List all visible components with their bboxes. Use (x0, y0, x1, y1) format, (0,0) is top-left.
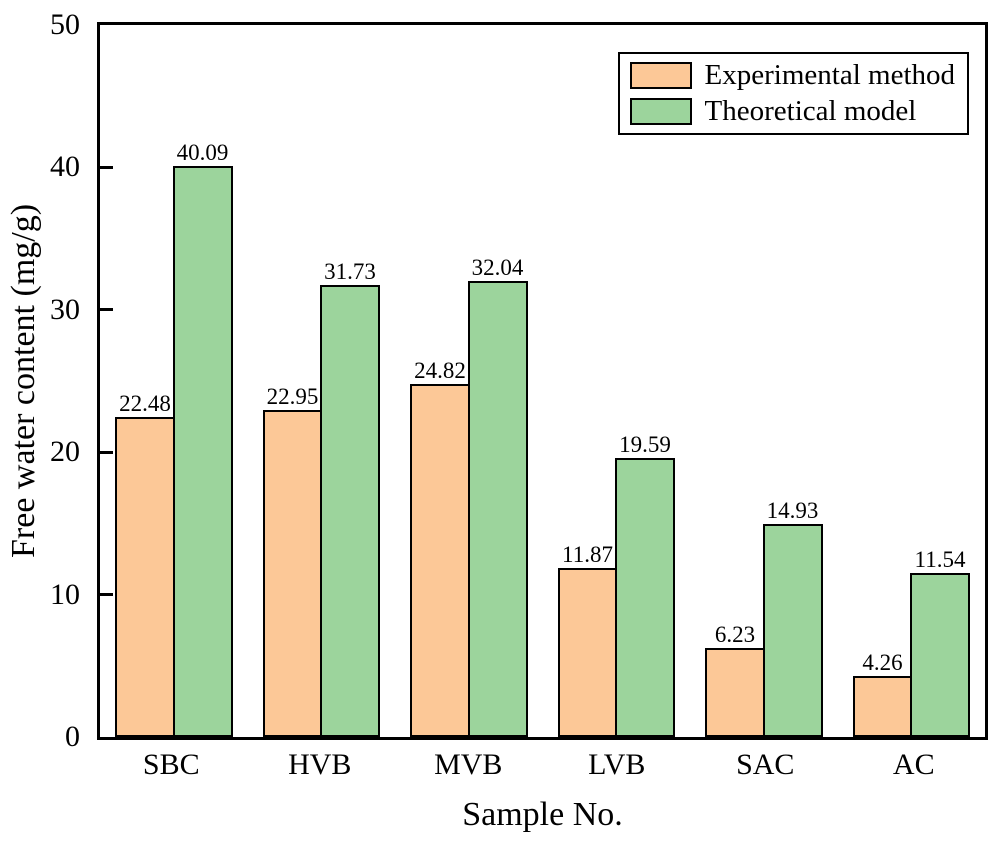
bar-value-label: 22.95 (266, 384, 319, 410)
x-category-labels: SBC HVB MVB LVB SAC AC (97, 748, 988, 781)
bar: 31.73 (320, 260, 380, 737)
x-category-label-sac: SAC (736, 748, 795, 781)
bar: 14.93 (762, 499, 823, 737)
bar-value-label: 24.82 (414, 357, 466, 383)
bar-value-label: 40.09 (176, 140, 229, 166)
plot-area: 22.48 40.09 22.95 31.73 24.82 32.04 11.87 19.59… (97, 22, 988, 740)
legend-row: Experimental method (629, 59, 955, 91)
x-category-label-mvb: MVB (434, 748, 503, 781)
bar: 40.09 (172, 141, 233, 737)
bar-group-mvb: 24.82 32.04 (395, 25, 543, 737)
bar: 11.54 (910, 548, 970, 737)
bar-value-label: 31.73 (324, 259, 376, 285)
legend-label: Theoretical model (704, 95, 917, 127)
bar: 6.23 (705, 623, 765, 737)
bar-value-label: 11.54 (914, 546, 966, 572)
y-tick-labels: 0 10 20 30 40 50 (0, 10, 86, 752)
bar: 19.59 (615, 433, 675, 737)
bar-group-sbc: 22.48 40.09 (100, 25, 248, 737)
y-tick-label: 40 (50, 150, 80, 184)
y-tick-mark (100, 593, 113, 597)
bar-value-label: 19.59 (619, 432, 671, 458)
legend-swatch (629, 62, 692, 89)
y-tick-label: 10 (50, 577, 80, 611)
legend-label: Experimental method (704, 59, 955, 91)
bar-groups: 22.48 40.09 22.95 31.73 24.82 32.04 11.87 19.59… (100, 25, 985, 737)
bar: 24.82 (410, 359, 470, 737)
bar: 22.95 (262, 385, 323, 737)
bar: 11.87 (557, 543, 618, 737)
x-axis-title: Sample No. (462, 796, 623, 833)
x-category-label-sbc: SBC (142, 748, 200, 781)
bar: 4.26 (852, 651, 913, 737)
bar-group-hvb: 22.95 31.73 (248, 25, 396, 737)
x-category-label-hvb: HVB (288, 748, 352, 781)
bar: 32.04 (467, 256, 528, 737)
legend: Experimental method Theoretical model (617, 52, 969, 135)
y-tick-mark (100, 450, 113, 454)
y-tick-mark (100, 165, 113, 169)
y-tick-label: 20 (50, 435, 80, 469)
bar-value-label: 14.93 (766, 498, 819, 524)
y-tick-label: 30 (50, 292, 80, 326)
x-category-label-lvb: LVB (588, 748, 646, 781)
y-tick-mark (100, 308, 113, 312)
legend-row: Theoretical model (629, 95, 955, 127)
y-tick-label: 0 (65, 720, 80, 753)
legend-swatch (629, 98, 692, 125)
x-category-label-ac: AC (892, 748, 935, 781)
bar-value-label: 22.48 (119, 390, 171, 416)
bar-group-ac: 4.26 11.54 (838, 25, 986, 737)
bar: 22.48 (115, 392, 175, 737)
bar-value-label: 32.04 (471, 254, 524, 280)
bar-group-lvb: 11.87 19.59 (543, 25, 691, 737)
bar-group-sac: 6.23 14.93 (690, 25, 838, 737)
bar-value-label: 11.87 (562, 541, 613, 567)
y-tick-label: 50 (50, 8, 80, 41)
bar-value-label: 4.26 (862, 650, 903, 676)
bar-value-label: 6.23 (714, 622, 756, 648)
